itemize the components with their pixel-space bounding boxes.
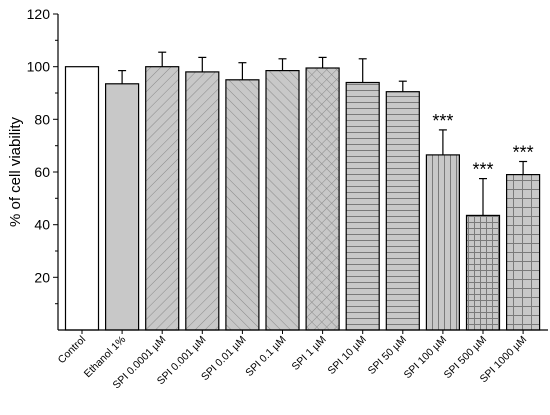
bar-6 <box>305 67 340 331</box>
bars-group <box>64 66 541 331</box>
bar-3 <box>185 71 220 331</box>
bar-0 <box>64 66 100 331</box>
bar-1 <box>104 83 140 331</box>
y-tick-label-1: 40 <box>34 217 50 233</box>
x-tick-label-6: SPI 1 µM <box>290 334 329 373</box>
y-tick-label-2: 60 <box>34 164 50 180</box>
y-axis-label: % of cell viability <box>7 116 24 227</box>
y-tick-label-3: 80 <box>34 111 50 127</box>
bar-5 <box>265 69 300 331</box>
significance-marks-group: *** *** *** <box>432 111 533 180</box>
bar-2 <box>145 66 180 331</box>
significance-mark-10: *** <box>472 160 493 180</box>
y-tick-label-5: 120 <box>27 6 51 22</box>
y-tick-label-0: 20 <box>34 269 50 285</box>
y-ticks-group: 20 40 60 80 100 120 <box>27 6 58 305</box>
bar-11 <box>506 174 541 331</box>
x-tick-label-7: SPI 10 µM <box>326 334 369 377</box>
significance-mark-9: *** <box>432 111 453 131</box>
error-bars-group <box>118 51 528 216</box>
y-tick-label-4: 100 <box>27 59 51 75</box>
x-tick-label-5: SPI 0.1 µM <box>243 334 288 379</box>
bar-4 <box>225 79 260 331</box>
bar-7 <box>345 81 380 331</box>
bar-10 <box>465 214 501 331</box>
significance-mark-11: *** <box>513 143 534 163</box>
bar-9 <box>425 154 460 331</box>
bar-8 <box>385 91 420 331</box>
x-tick-label-0: Control <box>56 334 88 366</box>
